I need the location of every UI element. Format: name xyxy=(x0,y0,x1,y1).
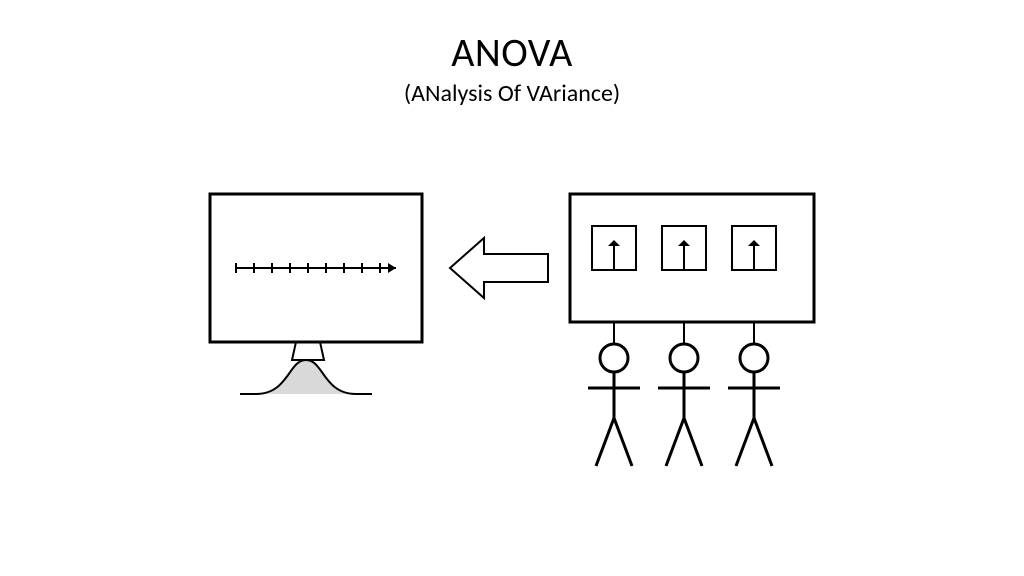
slot-arrow-head xyxy=(608,240,620,246)
input-box xyxy=(570,194,814,322)
person-leg xyxy=(754,418,772,466)
slot-arrow-head xyxy=(678,240,690,246)
person-leg xyxy=(736,418,754,466)
title-block: ANOVA (ANalysis Of VAriance) xyxy=(0,0,1024,108)
person-head-icon xyxy=(600,344,628,372)
page-subtitle: (ANalysis Of VAriance) xyxy=(0,79,1024,108)
person-leg xyxy=(666,418,684,466)
person-leg xyxy=(596,418,614,466)
bell-curve-icon xyxy=(240,360,372,394)
slot-arrow-head xyxy=(748,240,760,246)
number-line-arrowhead xyxy=(388,263,396,273)
arrow-left-icon xyxy=(450,238,548,298)
person-leg xyxy=(684,418,702,466)
person-leg xyxy=(614,418,632,466)
diagram-canvas xyxy=(0,108,1024,576)
person-head-icon xyxy=(740,344,768,372)
page-title: ANOVA xyxy=(0,28,1024,77)
person-head-icon xyxy=(670,344,698,372)
monitor-neck xyxy=(292,342,324,360)
